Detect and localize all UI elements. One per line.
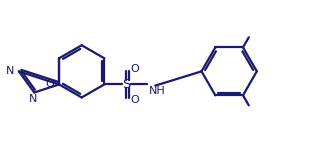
Text: NH: NH (149, 86, 166, 96)
Text: O: O (131, 95, 139, 105)
Text: O: O (131, 64, 139, 74)
Text: S: S (122, 78, 131, 91)
Text: N: N (6, 66, 14, 76)
Text: O: O (46, 79, 55, 89)
Text: N: N (29, 94, 37, 104)
